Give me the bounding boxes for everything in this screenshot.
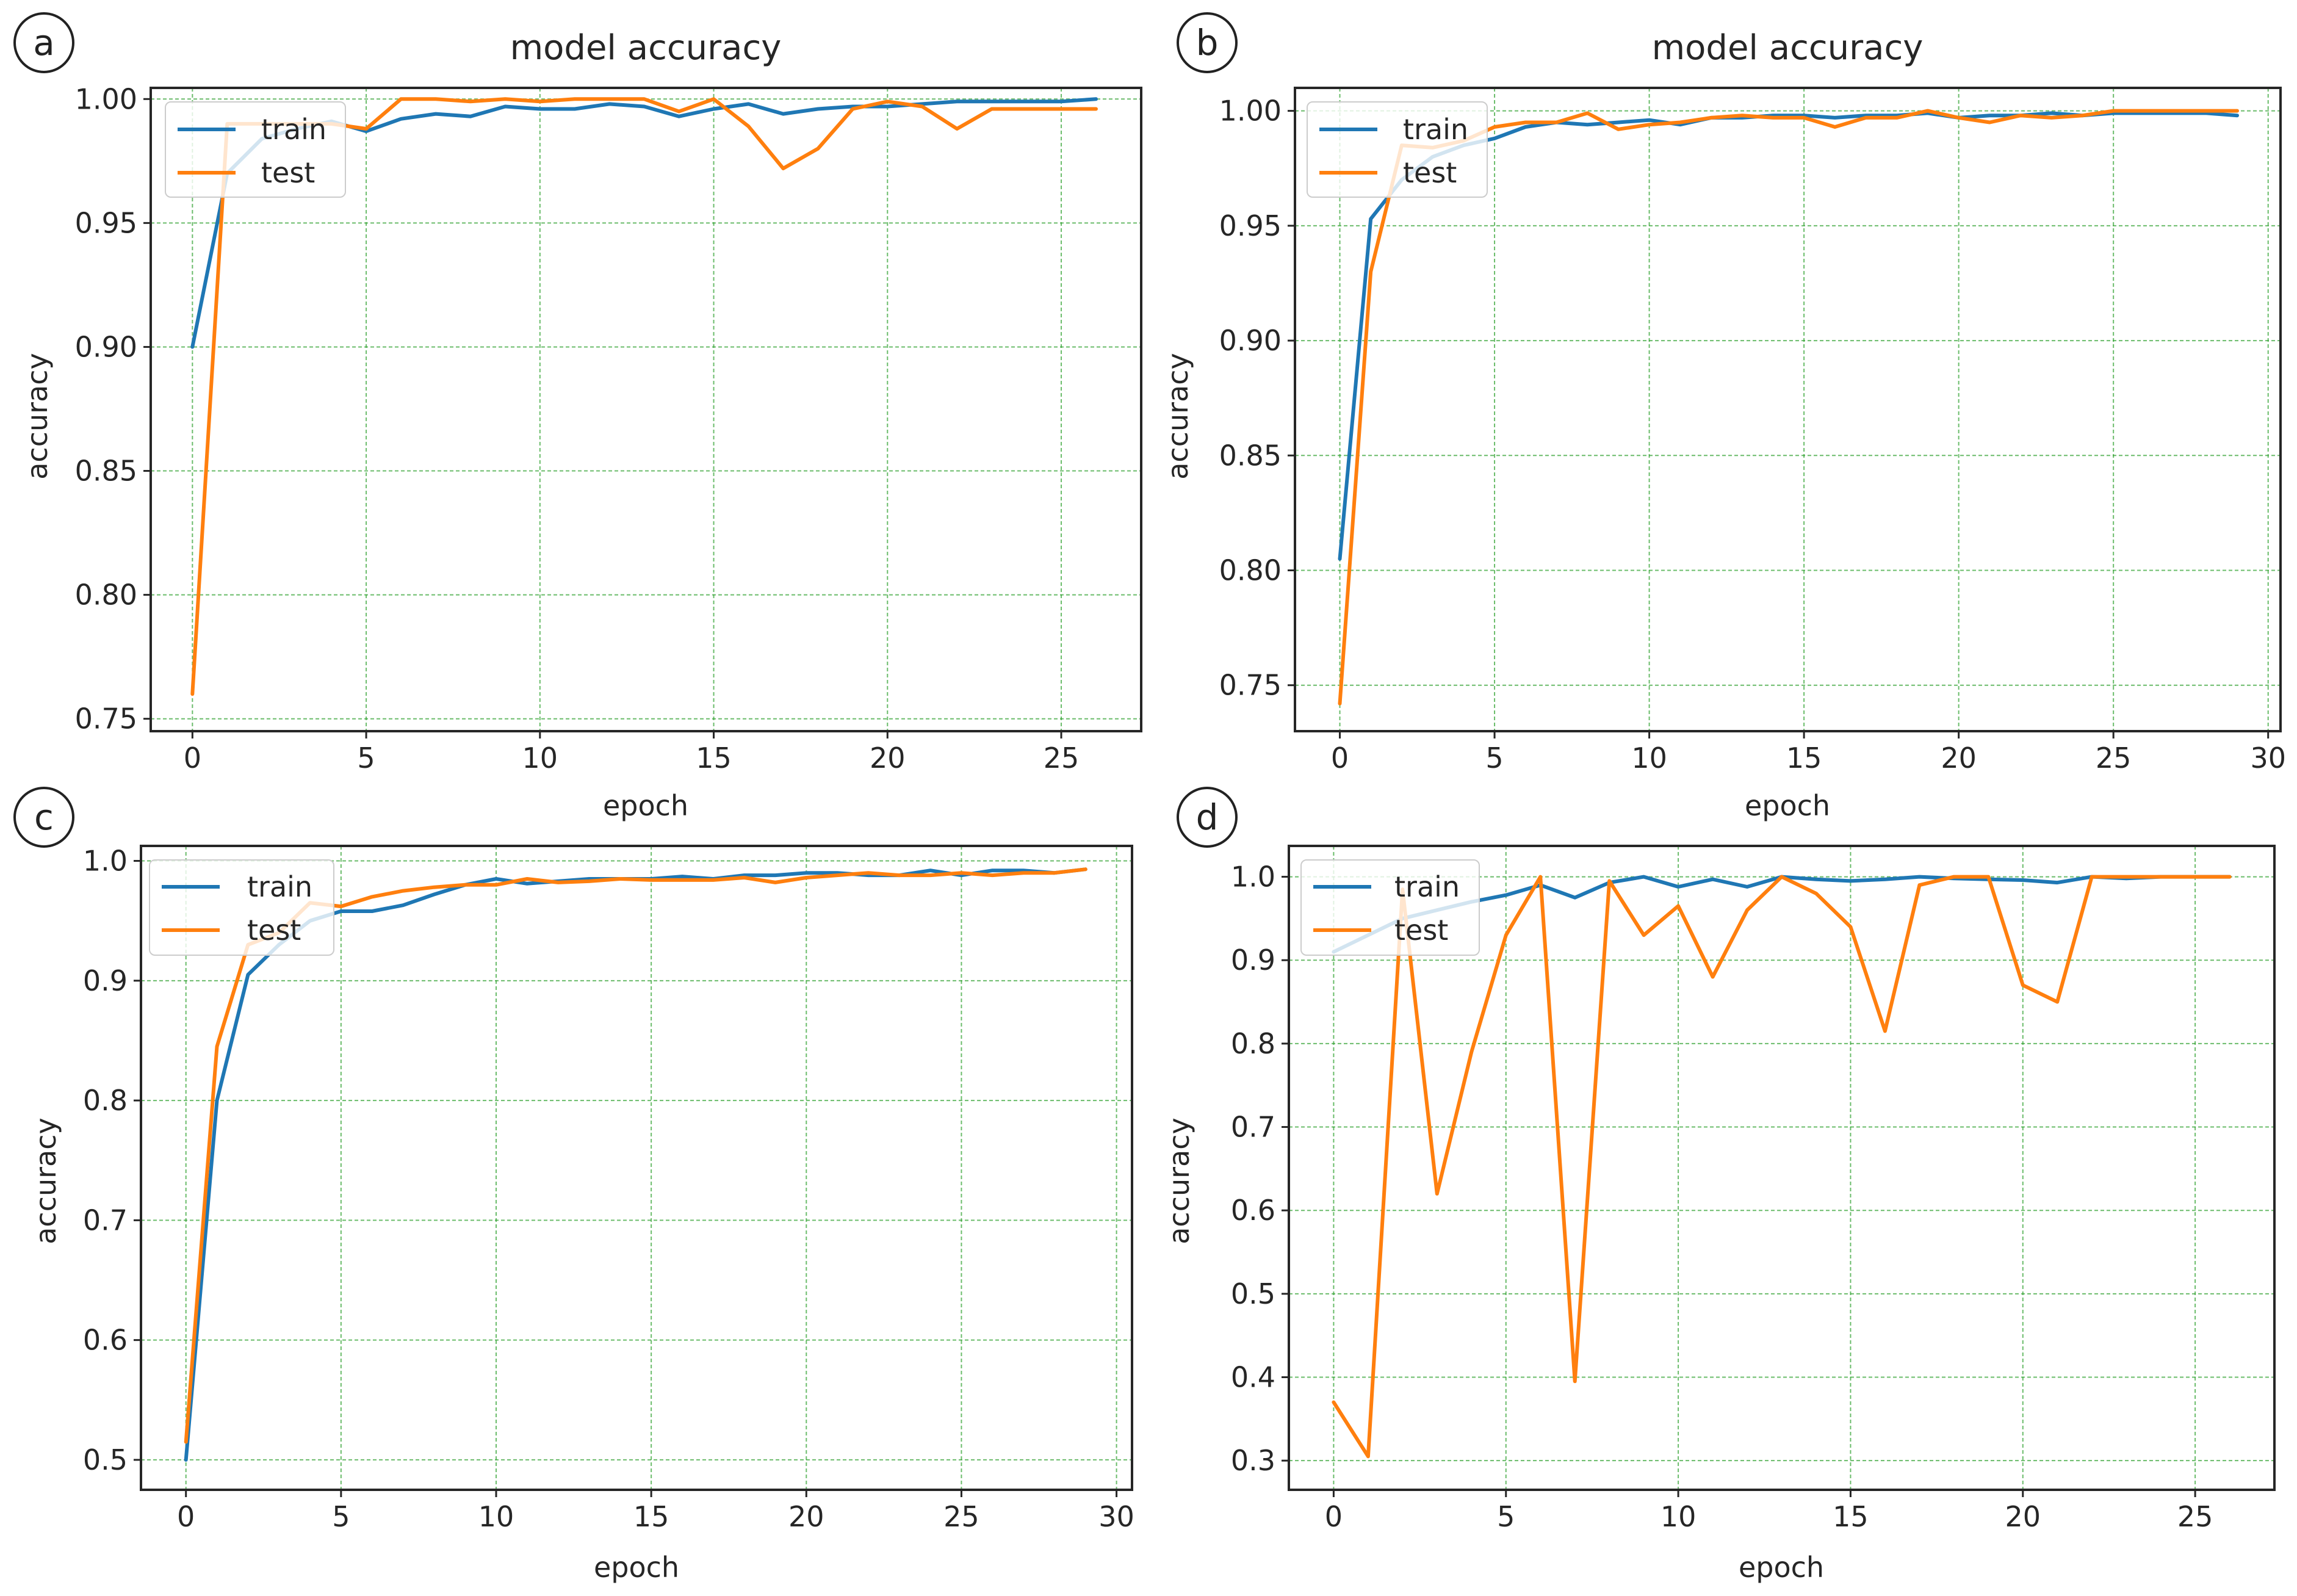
panel-b-y-tick-label: 0.85	[1219, 439, 1282, 472]
panel-b-xlabel: epoch	[1745, 789, 1830, 822]
panel-c-y-tick-label: 0.9	[83, 964, 128, 997]
panel-c-y-tick-label: 0.5	[83, 1443, 128, 1476]
panel-d-x-tick-label: 15	[1833, 1500, 1869, 1533]
panel-a-x-tick-label: 10	[522, 742, 558, 775]
panel-c-x-tick-label: 25	[943, 1500, 979, 1533]
panel-a-x-tick-label: 5	[357, 742, 375, 775]
panel-d-xlabel: epoch	[1739, 1551, 1824, 1584]
panel-a-x-tick-label: 15	[696, 742, 732, 775]
panel-d-y-tick-label: 0.6	[1231, 1194, 1275, 1227]
panel-a-y-tick-label: 0.90	[75, 330, 137, 363]
panel-c-x-tick-label: 10	[478, 1500, 514, 1533]
panel-c-y-tick-label: 1.0	[83, 845, 128, 878]
panel-c-y-tick-label: 0.6	[83, 1324, 128, 1357]
panel-c-xlabel: epoch	[594, 1551, 679, 1584]
panel-b-plot-frame	[1294, 87, 2282, 732]
panel-c-x-tick-label: 20	[788, 1500, 824, 1533]
panel-c-y-tick-label: 0.8	[83, 1084, 128, 1117]
panel-a-ylabel: accuracy	[21, 353, 54, 480]
panel-a-y-tick-label: 0.80	[75, 579, 137, 612]
panel-b-x-tick-label: 10	[1631, 742, 1667, 775]
panel-a-title: model accuracy	[510, 28, 782, 68]
panel-c-label-circle	[13, 787, 74, 848]
panel-b: b model accuracy 0 5 10 15 20 25 30 0.75 0.80 0.8…	[1161, 12, 2286, 822]
panel-d-y-tick-label: 1.0	[1231, 861, 1275, 894]
panel-b-legend-label-train: train	[1403, 113, 1468, 146]
panel-a-x-tick-label: 20	[870, 742, 906, 775]
panel-c-x-tick-label: 30	[1098, 1500, 1134, 1533]
panel-a-xlabel: epoch	[603, 789, 688, 822]
panel-d-label-circle	[1177, 787, 1238, 848]
panel-c: c 0 5 10 15 20 25 30 0.5 0.6 0.7 0.8 0.9 1.0 epoch a…	[13, 787, 1134, 1584]
panel-c-series-line-test	[184, 867, 1087, 1444]
panel-b-x-tick-label: 0	[1331, 742, 1349, 775]
panel-b-y-tick-label: 0.95	[1219, 209, 1282, 242]
panel-a-y-tick-label: 0.75	[75, 702, 137, 735]
panel-d-plot-frame	[1288, 845, 2276, 1491]
panel-c-ylabel: accuracy	[29, 1118, 62, 1244]
panel-b-x-tick-label: 20	[1941, 742, 1977, 775]
panel-b-label: b	[1196, 22, 1219, 63]
panel-b-ylabel: accuracy	[1161, 353, 1194, 480]
panel-a-plot-frame	[150, 87, 1142, 732]
panel-b-x-tick-label: 25	[2096, 742, 2132, 775]
panel-d-y-tick-label: 0.7	[1231, 1111, 1275, 1144]
panel-b-legend-label-test: test	[1403, 156, 1457, 189]
panel-a-legend: train test	[165, 101, 346, 198]
panel-a-label-circle	[13, 12, 74, 73]
panel-d-x-tick-label: 20	[2005, 1500, 2041, 1533]
panel-d-y-tick-label: 0.5	[1231, 1277, 1275, 1310]
panel-d-y-tick-label: 0.3	[1231, 1444, 1275, 1477]
panel-a: a model accuracy 0 5 10 15 20 25 0.75 0.80 0.85 0…	[13, 12, 1142, 822]
panel-d-series-line-test	[1332, 875, 2232, 1459]
panel-b-y-tick-label: 0.80	[1219, 554, 1282, 587]
panel-a-legend-label-test: test	[261, 156, 315, 189]
panel-c-x-tick-label: 0	[177, 1500, 195, 1533]
panel-b-label-circle	[1177, 12, 1238, 73]
panel-a-legend-label-train: train	[261, 113, 326, 146]
panel-b-x-tick-label: 30	[2250, 742, 2286, 775]
panel-a-x-tick-label: 0	[184, 742, 201, 775]
panel-d-y-tick-label: 0.8	[1231, 1027, 1275, 1060]
panel-c-legend-label-train: train	[247, 870, 312, 903]
panel-b-x-tick-label: 15	[1786, 742, 1822, 775]
panel-c-legend-label-test: test	[247, 914, 301, 947]
panel-c-legend: train test	[149, 859, 334, 956]
panel-b-y-tick-label: 0.75	[1219, 669, 1282, 702]
panel-d-ylabel: accuracy	[1163, 1118, 1195, 1244]
panel-d-y-tick-label: 0.4	[1231, 1361, 1275, 1394]
panel-b-x-tick-label: 5	[1485, 742, 1503, 775]
panel-d-x-tick-label: 25	[2177, 1500, 2213, 1533]
panel-b-y-tick-label: 1.00	[1219, 95, 1282, 128]
panel-a-y-tick-label: 1.00	[75, 82, 137, 115]
panel-a-y-tick-label: 0.95	[75, 206, 137, 239]
panel-c-x-tick-label: 15	[633, 1500, 669, 1533]
panel-d-x-tick-label: 0	[1325, 1500, 1343, 1533]
panel-b-series-line-test	[1338, 109, 2239, 706]
panel-c-plot-frame	[140, 845, 1133, 1491]
panel-a-x-tick-label: 25	[1044, 742, 1080, 775]
panel-d-y-tick-label: 0.9	[1231, 944, 1275, 977]
panel-d-legend-label-train: train	[1394, 870, 1460, 903]
panel-d-legend-label-test: test	[1394, 914, 1448, 947]
panel-a-label: a	[33, 22, 55, 63]
panel-c-label: c	[34, 796, 54, 838]
panel-b-y-tick-label: 0.90	[1219, 324, 1282, 357]
panel-d: d 0 5 10 15 20 25 0.3 0.4 0.5 0.6 0.7 0.8 0.9 1.0 epo…	[1163, 787, 2276, 1584]
panel-a-y-tick-label: 0.85	[75, 455, 137, 488]
panel-b-title: model accuracy	[1652, 28, 1924, 68]
panel-c-y-tick-label: 0.7	[83, 1204, 128, 1237]
panel-d-x-tick-label: 10	[1661, 1500, 1697, 1533]
panel-c-x-tick-label: 5	[332, 1500, 350, 1533]
panel-b-legend: train test	[1307, 101, 1488, 198]
panel-d-x-tick-label: 5	[1497, 1500, 1515, 1533]
panel-d-legend: train test	[1300, 859, 1480, 956]
panel-d-label: d	[1196, 796, 1219, 838]
